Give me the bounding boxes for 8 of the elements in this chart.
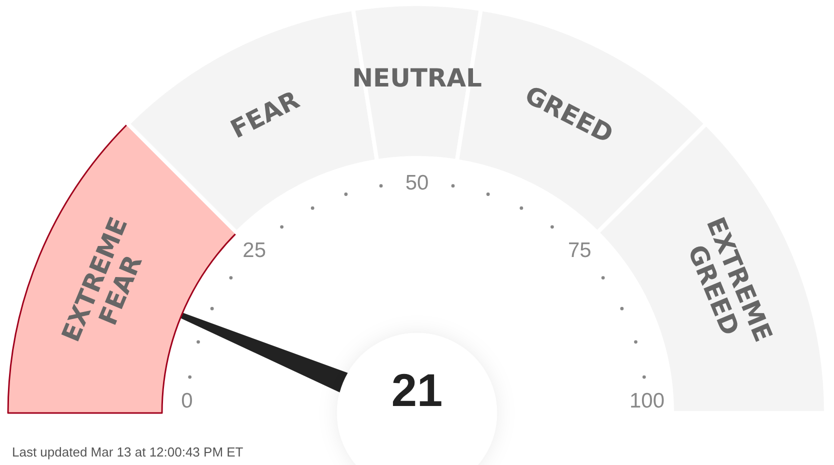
text: Last updated Mar 13 at 12:00:43 PM ET bbox=[12, 444, 244, 460]
slice-label: NEUTRAL bbox=[352, 64, 482, 92]
text: 21 bbox=[391, 364, 443, 416]
text: 75 bbox=[568, 238, 592, 262]
text: 50 bbox=[405, 172, 429, 194]
text: 100 bbox=[629, 390, 665, 412]
text: 0 bbox=[181, 390, 193, 412]
text: 25 bbox=[242, 238, 266, 262]
